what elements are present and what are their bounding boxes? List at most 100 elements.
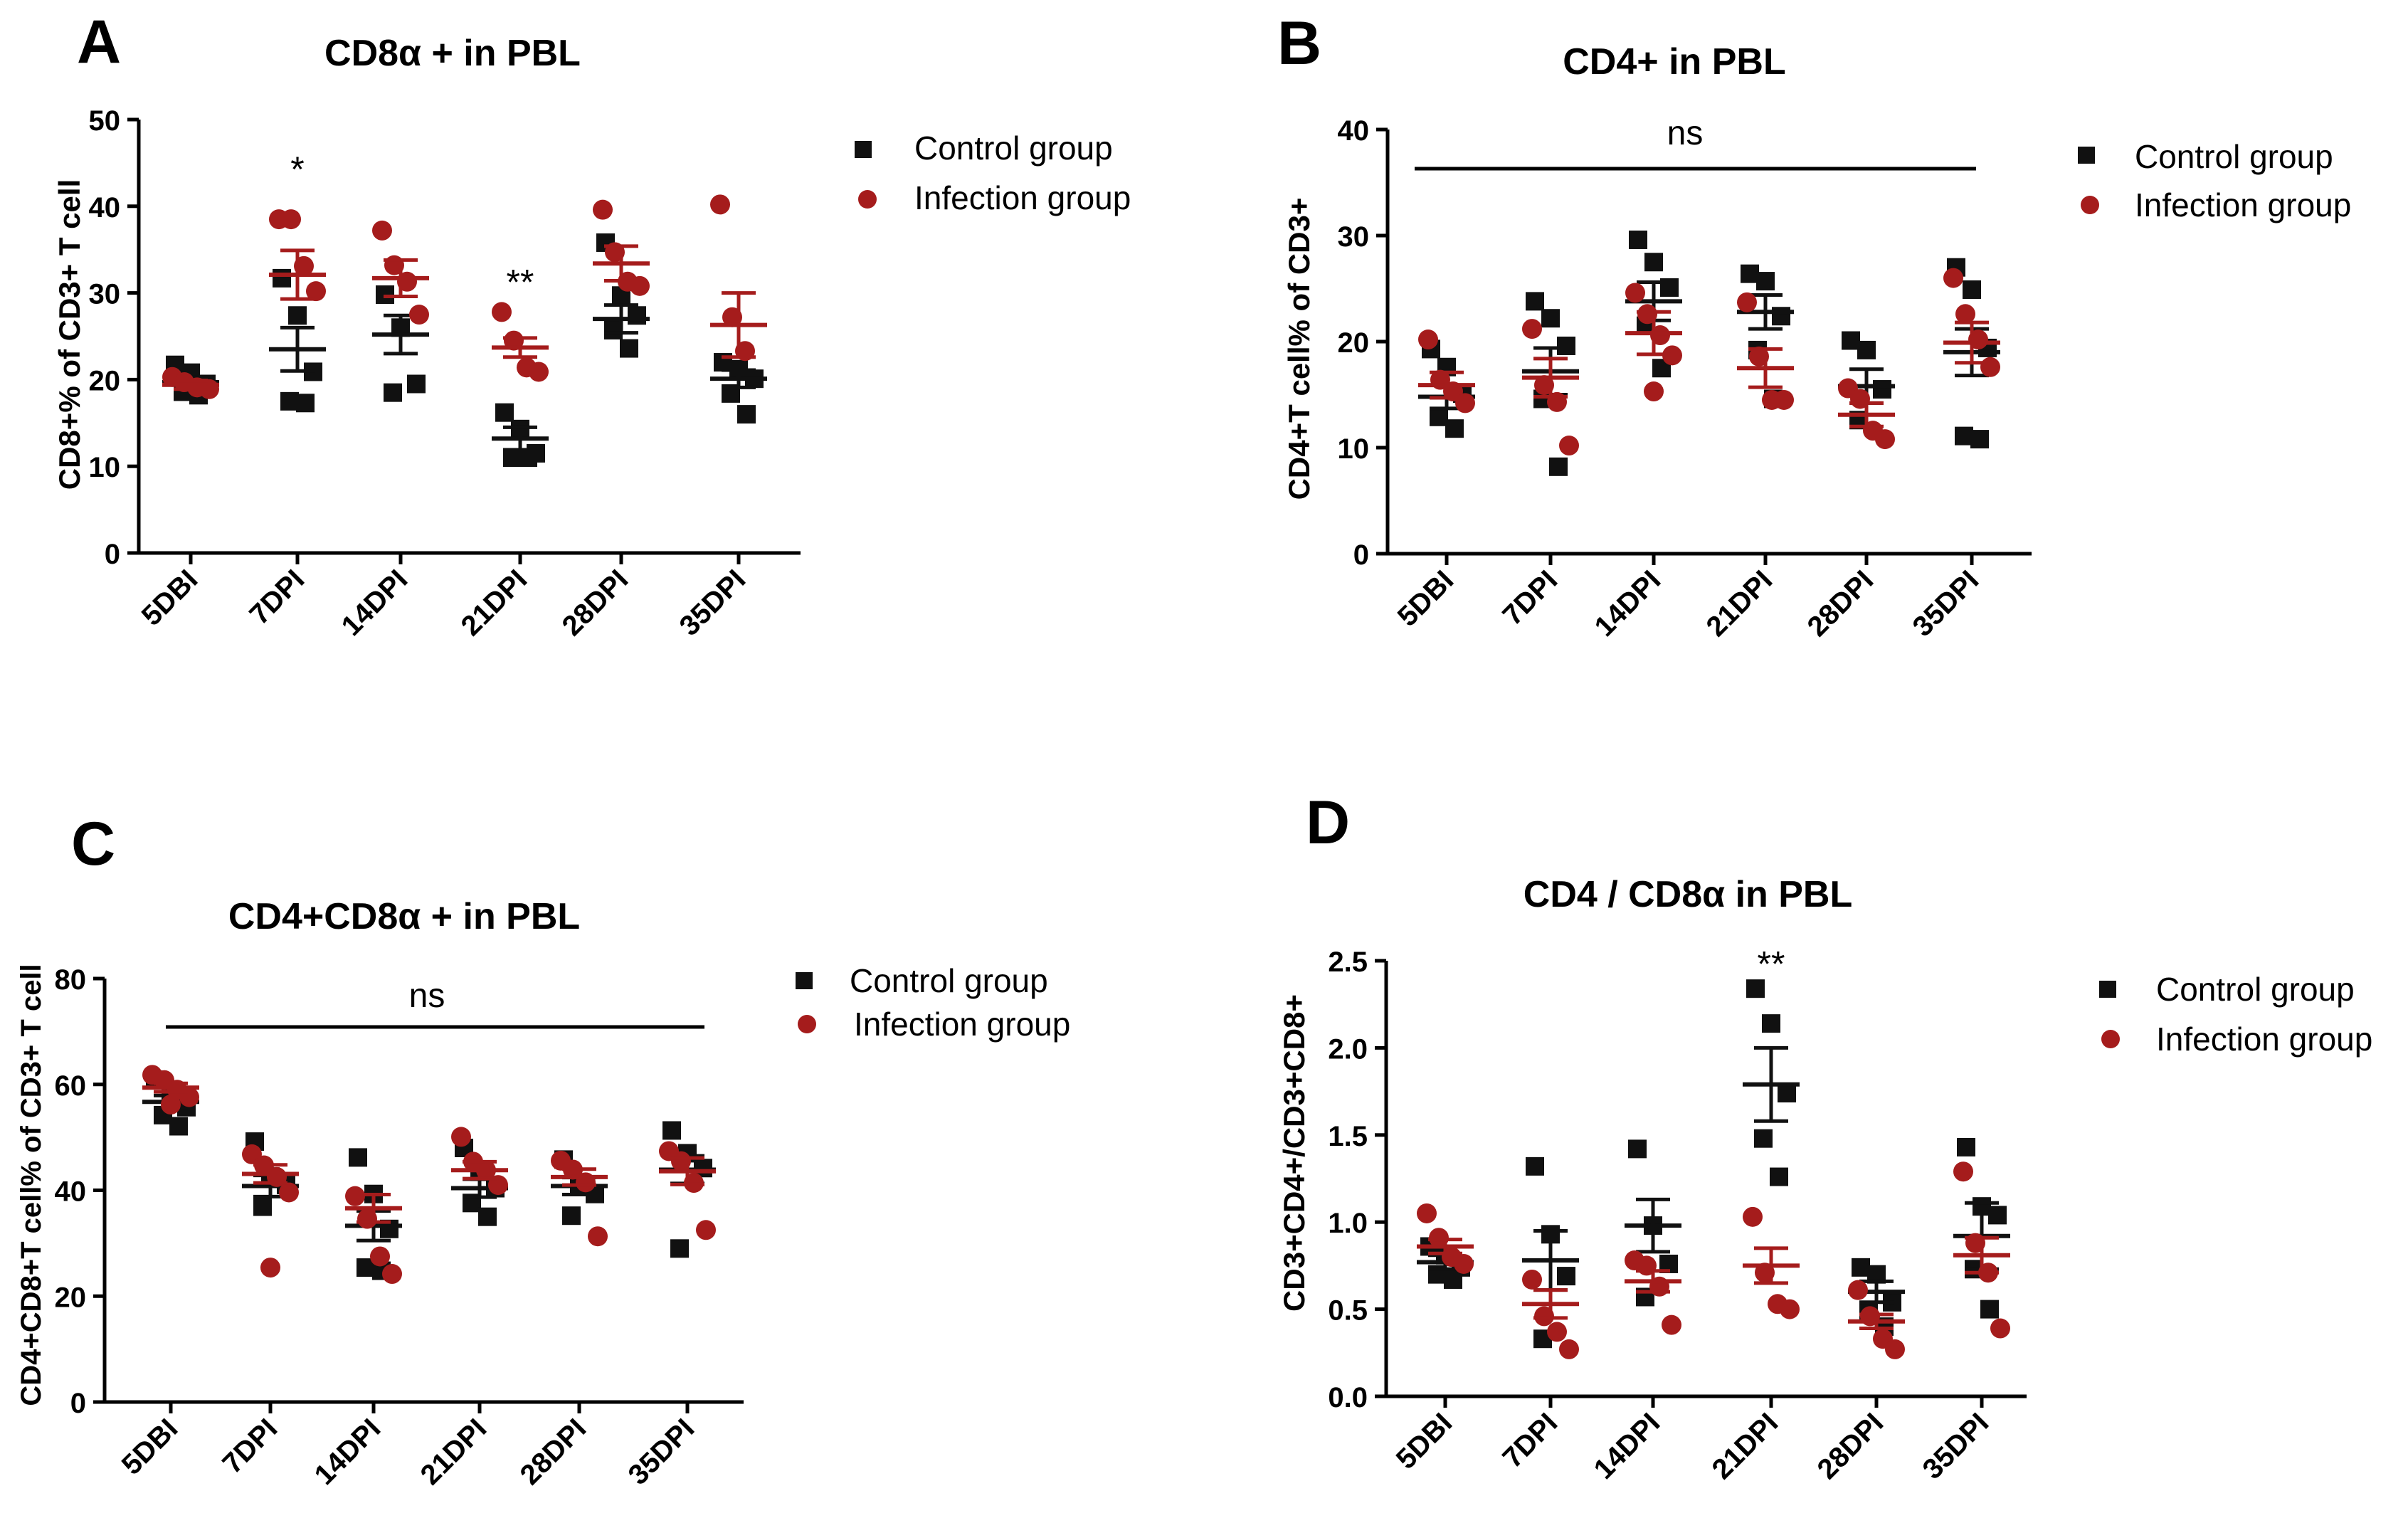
x-tick-label-a: 7DPI <box>243 564 310 631</box>
legend-b: Control group Infection group <box>2078 138 2351 223</box>
data-point-control-c <box>253 1197 272 1216</box>
y-tick-label-c: 0 <box>70 1388 86 1419</box>
panel-d: D CD4 / CD8α in PBL CD3+CD4+/CD3+CD8+ Co… <box>1277 789 2372 1485</box>
data-point-infection-d <box>1848 1280 1868 1300</box>
data-point-infection-b <box>1943 268 1963 288</box>
y-tick-label-b: 10 <box>1338 433 1370 465</box>
legend-c: Control group Infection group <box>796 962 1070 1043</box>
data-point-infection-c <box>345 1186 365 1206</box>
data-point-control-b <box>1541 309 1560 328</box>
data-point-infection-d <box>1990 1318 2010 1339</box>
y-tick-label-d: 2.0 <box>1328 1033 1368 1065</box>
data-point-infection-b <box>1980 357 2000 377</box>
data-point-infection-b <box>1418 330 1438 350</box>
x-tick-label-a: 21DPI <box>455 564 534 642</box>
data-point-control-d <box>1778 1084 1796 1103</box>
y-tick-label-a: 20 <box>89 365 121 396</box>
data-point-control-a <box>737 405 756 424</box>
data-point-control-b <box>1963 280 1981 299</box>
y-tick-label-c: 60 <box>55 1070 87 1102</box>
legend-label-infection-a: Infection group <box>914 179 1131 216</box>
panel-a: A CD8α + in PBL CD8+% of CD3+ T cell Con… <box>53 8 1131 642</box>
y-tick-label-d: 0.5 <box>1328 1295 1368 1327</box>
legend-marker-infection-c <box>798 1015 816 1033</box>
data-point-control-d <box>1852 1258 1870 1277</box>
legend-label-infection-c: Infection group <box>854 1006 1070 1043</box>
data-point-infection-d <box>1743 1206 1763 1227</box>
y-tick-label-a: 30 <box>89 279 121 310</box>
data-point-infection-b <box>1644 381 1664 402</box>
data-point-control-a <box>288 306 307 325</box>
data-point-infection-b <box>1875 429 1895 450</box>
data-point-control-d <box>1762 1014 1780 1033</box>
y-axis-label-a: CD8+% of CD3+ T cell <box>53 179 86 490</box>
data-point-control-b <box>1842 331 1860 350</box>
data-point-infection-c <box>696 1220 716 1240</box>
x-tick-label-d: 28DPI <box>1812 1407 1890 1485</box>
data-point-infection-a <box>492 302 512 322</box>
significance-label-d: ** <box>1758 944 1785 984</box>
y-tick-label-d: 0.0 <box>1328 1382 1368 1413</box>
legend-marker-control-c <box>796 972 813 989</box>
data-point-infection-c <box>279 1182 299 1203</box>
data-point-control-b <box>1445 419 1464 438</box>
y-tick-label-c: 40 <box>55 1176 87 1208</box>
y-tick-label-a: 0 <box>105 539 120 570</box>
data-point-infection-c <box>260 1258 280 1278</box>
data-point-infection-c <box>370 1246 390 1267</box>
legend-label-control-d: Control group <box>2156 971 2355 1008</box>
data-point-infection-d <box>1522 1269 1542 1290</box>
significance-label-a: * <box>290 149 304 189</box>
data-point-control-b <box>1873 380 1891 399</box>
x-tick-label-d: 5DBI <box>1390 1407 1459 1475</box>
ns-label-c: ns <box>409 977 445 1015</box>
x-tick-label-b: 28DPI <box>1802 564 1880 643</box>
data-point-control-b <box>1549 457 1568 476</box>
data-point-infection-d <box>1454 1253 1474 1274</box>
y-tick-label-b: 0 <box>1353 539 1369 571</box>
x-tick-label-a: 14DPI <box>336 564 414 642</box>
x-tick-label-c: 28DPI <box>514 1413 593 1491</box>
data-point-infection-d <box>1885 1339 1905 1359</box>
data-point-control-c <box>169 1117 188 1136</box>
data-point-control-d <box>1746 979 1765 998</box>
data-point-infection-b <box>1737 292 1757 312</box>
data-point-control-b <box>1741 264 1759 283</box>
legend-marker-infection-a <box>858 190 877 209</box>
x-tick-label-d: 14DPI <box>1588 1407 1667 1485</box>
y-tick-label-a: 40 <box>89 192 121 223</box>
data-point-control-c <box>349 1148 367 1167</box>
data-point-control-d <box>1754 1129 1773 1148</box>
data-point-infection-b <box>1559 436 1579 456</box>
data-point-control-d <box>1557 1267 1575 1286</box>
y-axis-label-c: CD4+CD8+T cell% of CD3+ T cell <box>16 964 47 1406</box>
data-point-control-a <box>296 394 315 413</box>
data-point-control-c <box>662 1121 681 1140</box>
data-point-infection-a <box>710 194 730 215</box>
data-point-infection-b <box>1522 319 1542 339</box>
data-point-infection-a <box>372 220 392 241</box>
data-point-infection-b <box>1774 389 1794 410</box>
x-tick-label-d: 21DPI <box>1706 1407 1785 1485</box>
panel-letter-d: D <box>1306 789 1350 857</box>
chart-title-b: CD4+ in PBL <box>1563 41 1786 83</box>
y-tick-label-d: 1.0 <box>1328 1208 1368 1239</box>
data-point-infection-a <box>593 199 613 220</box>
data-point-infection-d <box>1559 1339 1579 1359</box>
y-tick-label-a: 50 <box>89 105 121 137</box>
x-tick-label-d: 7DPI <box>1496 1407 1563 1474</box>
data-point-control-d <box>1770 1167 1788 1186</box>
data-point-infection-c <box>588 1226 608 1247</box>
chart-title-d: CD4 / CD8α in PBL <box>1524 874 1852 915</box>
y-tick-label-c: 80 <box>55 964 87 996</box>
data-point-infection-c <box>161 1095 181 1115</box>
legend-marker-infection-b <box>2081 196 2099 214</box>
legend-d: Control group Infection group <box>2099 971 2372 1058</box>
x-tick-label-c: 14DPI <box>309 1413 387 1491</box>
data-point-control-b <box>1756 272 1775 291</box>
data-point-control-c <box>478 1207 497 1226</box>
legend-marker-control-d <box>2099 981 2116 998</box>
y-tick-label-a: 10 <box>89 452 121 483</box>
x-tick-label-b: 7DPI <box>1496 564 1563 631</box>
data-point-infection-b <box>1662 345 1682 366</box>
